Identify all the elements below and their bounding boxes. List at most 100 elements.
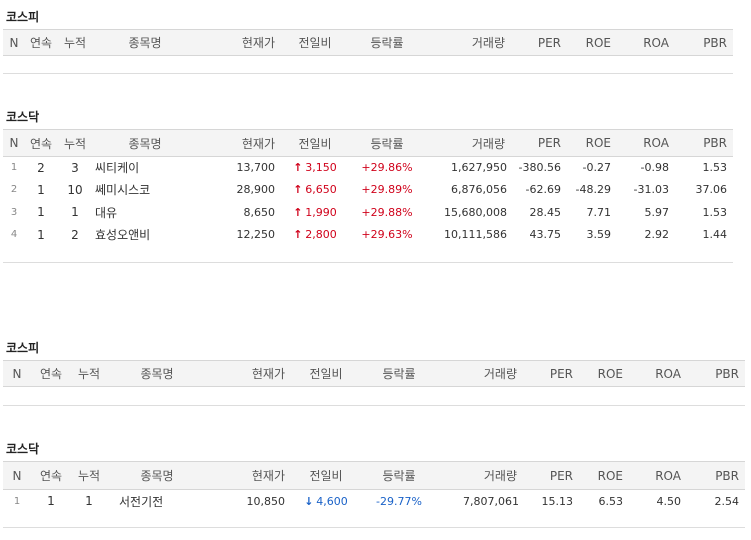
pbr-cell: 1.53 <box>702 205 728 219</box>
stock-table: N 연속 누적 종목명 현재가 전일비 등락률 거래량 PER ROE ROA PBR <box>3 29 733 56</box>
stock-name-link[interactable]: 대유 <box>95 205 118 220</box>
column-header-2[interactable]: 누적 <box>71 461 107 490</box>
per-cell: 28.45 <box>529 205 562 219</box>
column-header-6[interactable]: 등락률 <box>347 29 427 56</box>
row-number: 4 <box>10 229 18 241</box>
column-header-9[interactable]: ROE <box>567 129 617 157</box>
column-header-11[interactable]: PBR <box>687 360 745 387</box>
change-value: 6,650 <box>305 183 337 197</box>
column-header-10[interactable]: ROA <box>629 461 687 490</box>
stock-name-link[interactable]: 서전기전 <box>119 494 164 509</box>
column-header-3[interactable]: 종목명 <box>93 29 197 56</box>
column-header-5[interactable]: 전일비 <box>293 360 359 387</box>
roa-cell: 4.50 <box>656 494 682 508</box>
per-cell: 43.75 <box>529 228 562 242</box>
table-row: 3 1 1 대유 8,650 ↑ 1,990 +29.88% 15,680,008 28.45 7.… <box>3 201 733 223</box>
column-header-11[interactable]: PBR <box>675 29 733 56</box>
price-cell: 8,650 <box>243 205 276 219</box>
column-header-5[interactable]: 전일비 <box>283 129 347 157</box>
red-up-arrow-icon: ↑ <box>293 161 303 175</box>
column-header-3[interactable]: 종목명 <box>93 129 197 157</box>
column-header-7[interactable]: 거래량 <box>439 360 525 387</box>
volume-cell: 10,111,586 <box>444 228 507 242</box>
streak-cell: 1 <box>37 227 45 242</box>
column-header-4[interactable]: 현재가 <box>207 461 293 490</box>
column-header-6[interactable]: 등락률 <box>359 461 439 490</box>
table-row: 4 1 2 효성오앤비 12,250 ↑ 2,800 +29.63% 10,111,586 43.… <box>3 223 733 245</box>
column-header-0[interactable]: N <box>3 360 31 387</box>
blue-down-arrow-icon: ↓ <box>304 494 314 508</box>
table-row: 2 1 10 쎄미시스코 28,900 ↑ 6,650 +29.89% 6,876,056 -62… <box>3 179 733 201</box>
section-title: 코스닥 <box>6 110 40 124</box>
column-header-6[interactable]: 등락률 <box>347 129 427 157</box>
stock-name-link[interactable]: 쎄미시스코 <box>95 183 151 198</box>
stock-table: N 연속 누적 종목명 현재가 전일비 등락률 거래량 PER ROE ROA PBR 1 2 3 씨티케이 1… <box>3 129 733 246</box>
roa-cell: -31.03 <box>633 183 669 197</box>
roe-cell: -48.29 <box>575 183 611 197</box>
streak-cell: 1 <box>37 205 45 220</box>
stock-name-link[interactable]: 효성오앤비 <box>95 228 151 243</box>
column-header-3[interactable]: 종목명 <box>107 360 207 387</box>
column-header-9[interactable]: ROE <box>579 360 629 387</box>
streak-cell: 2 <box>37 160 45 175</box>
column-header-0[interactable]: N <box>3 461 31 490</box>
per-cell: 15.13 <box>541 494 574 508</box>
column-header-4[interactable]: 현재가 <box>207 360 293 387</box>
column-header-5[interactable]: 전일비 <box>293 461 359 490</box>
column-header-10[interactable]: ROA <box>629 360 687 387</box>
column-header-7[interactable]: 거래량 <box>439 461 525 490</box>
column-header-8[interactable]: PER <box>513 29 567 56</box>
column-header-11[interactable]: PBR <box>687 461 745 490</box>
pbr-cell: 1.44 <box>702 228 728 242</box>
rate-cell: -29.77% <box>376 494 422 508</box>
stock-name-link[interactable]: 씨티케이 <box>95 161 140 176</box>
cumulative-cell: 1 <box>71 205 79 220</box>
change-cell: ↓ 4,600 <box>293 490 359 513</box>
column-header-2[interactable]: 누적 <box>71 360 107 387</box>
column-header-8[interactable]: PER <box>525 360 579 387</box>
stock-table: N 연속 누적 종목명 현재가 전일비 등락률 거래량 PER ROE ROA PBR <box>3 360 745 387</box>
column-header-9[interactable]: ROE <box>579 461 629 490</box>
column-header-10[interactable]: ROA <box>617 29 675 56</box>
roe-cell: -0.27 <box>582 161 611 175</box>
column-header-9[interactable]: ROE <box>567 29 617 56</box>
column-header-1[interactable]: 연속 <box>25 29 57 56</box>
section-title: 코스피 <box>6 341 40 355</box>
price-cell: 28,900 <box>236 183 276 197</box>
column-header-1[interactable]: 연속 <box>31 360 71 387</box>
column-header-7[interactable]: 거래량 <box>427 129 513 157</box>
roe-cell: 6.53 <box>598 494 624 508</box>
column-header-2[interactable]: 누적 <box>57 29 93 56</box>
column-header-1[interactable]: 연속 <box>25 129 57 157</box>
price-cell: 12,250 <box>236 228 276 242</box>
column-header-4[interactable]: 현재가 <box>197 129 283 157</box>
row-number: 2 <box>10 184 18 196</box>
column-header-3[interactable]: 종목명 <box>107 461 207 490</box>
volume-cell: 7,807,061 <box>463 494 519 508</box>
column-header-10[interactable]: ROA <box>617 129 675 157</box>
roe-cell: 3.59 <box>586 228 612 242</box>
column-header-11[interactable]: PBR <box>675 129 733 157</box>
column-header-6[interactable]: 등락률 <box>359 360 439 387</box>
column-header-0[interactable]: N <box>3 29 25 56</box>
streak-cell: 1 <box>37 182 45 197</box>
change-value: 3,150 <box>305 161 337 175</box>
row-number: 1 <box>10 162 18 174</box>
price-cell: 13,700 <box>236 161 276 175</box>
column-header-1[interactable]: 연속 <box>31 461 71 490</box>
stock-table: N 연속 누적 종목명 현재가 전일비 등락률 거래량 PER ROE ROA PBR 1 1 1 서전기전 1… <box>3 461 745 513</box>
rate-cell: +29.63% <box>361 228 413 242</box>
rate-cell: +29.89% <box>361 183 413 197</box>
pbr-cell: 2.54 <box>714 494 740 508</box>
column-header-8[interactable]: PER <box>513 129 567 157</box>
column-header-8[interactable]: PER <box>525 461 579 490</box>
column-header-0[interactable]: N <box>3 129 25 157</box>
volume-cell: 15,680,008 <box>444 205 507 219</box>
column-header-2[interactable]: 누적 <box>57 129 93 157</box>
change-cell: ↑ 3,150 <box>283 157 347 179</box>
column-header-5[interactable]: 전일비 <box>283 29 347 56</box>
column-header-7[interactable]: 거래량 <box>427 29 513 56</box>
red-up-arrow-icon: ↑ <box>293 205 303 219</box>
column-header-4[interactable]: 현재가 <box>197 29 283 56</box>
change-value: 1,990 <box>305 205 337 219</box>
